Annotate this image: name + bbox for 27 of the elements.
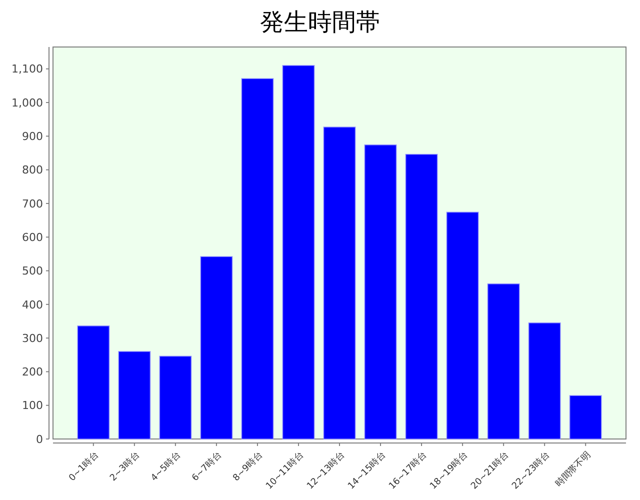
bar bbox=[446, 212, 479, 440]
y-tick-label: 800 bbox=[22, 164, 43, 177]
y-tick-label: 200 bbox=[22, 366, 43, 379]
y-tick-label: 400 bbox=[22, 298, 43, 312]
y-tick-label: 700 bbox=[22, 197, 43, 210]
y-tick-label: 1,100 bbox=[12, 62, 43, 76]
y-tick-label: 900 bbox=[22, 130, 43, 144]
bar bbox=[159, 356, 192, 440]
y-tick-label: 300 bbox=[22, 332, 43, 345]
x-tick-label: 時間帯不明 bbox=[553, 450, 593, 490]
chart-title: 発生時間帯 bbox=[260, 8, 380, 36]
bar bbox=[241, 78, 274, 440]
bar bbox=[282, 65, 315, 440]
y-tick-label: 1,000 bbox=[12, 96, 43, 110]
bar bbox=[569, 395, 602, 440]
y-tick-label: 600 bbox=[22, 230, 43, 244]
bar bbox=[323, 126, 356, 440]
bar bbox=[118, 351, 151, 440]
bar bbox=[487, 283, 520, 440]
bar bbox=[77, 326, 110, 440]
y-tick-label: 100 bbox=[22, 399, 43, 412]
bar bbox=[200, 256, 233, 440]
bar bbox=[528, 322, 561, 440]
y-tick-label: 500 bbox=[22, 264, 43, 278]
bar bbox=[405, 154, 438, 440]
y-tick-label: 0 bbox=[36, 432, 43, 446]
bar bbox=[364, 144, 397, 440]
